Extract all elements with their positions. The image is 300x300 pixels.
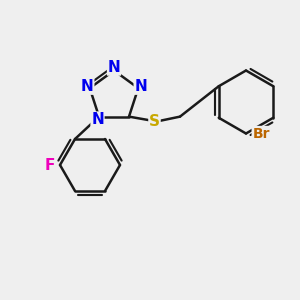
Text: N: N [91,112,104,127]
Text: N: N [108,60,120,75]
Text: F: F [44,158,55,172]
Text: Br: Br [252,127,270,140]
Text: N: N [81,79,94,94]
Text: N: N [134,79,147,94]
Text: S: S [149,114,160,129]
